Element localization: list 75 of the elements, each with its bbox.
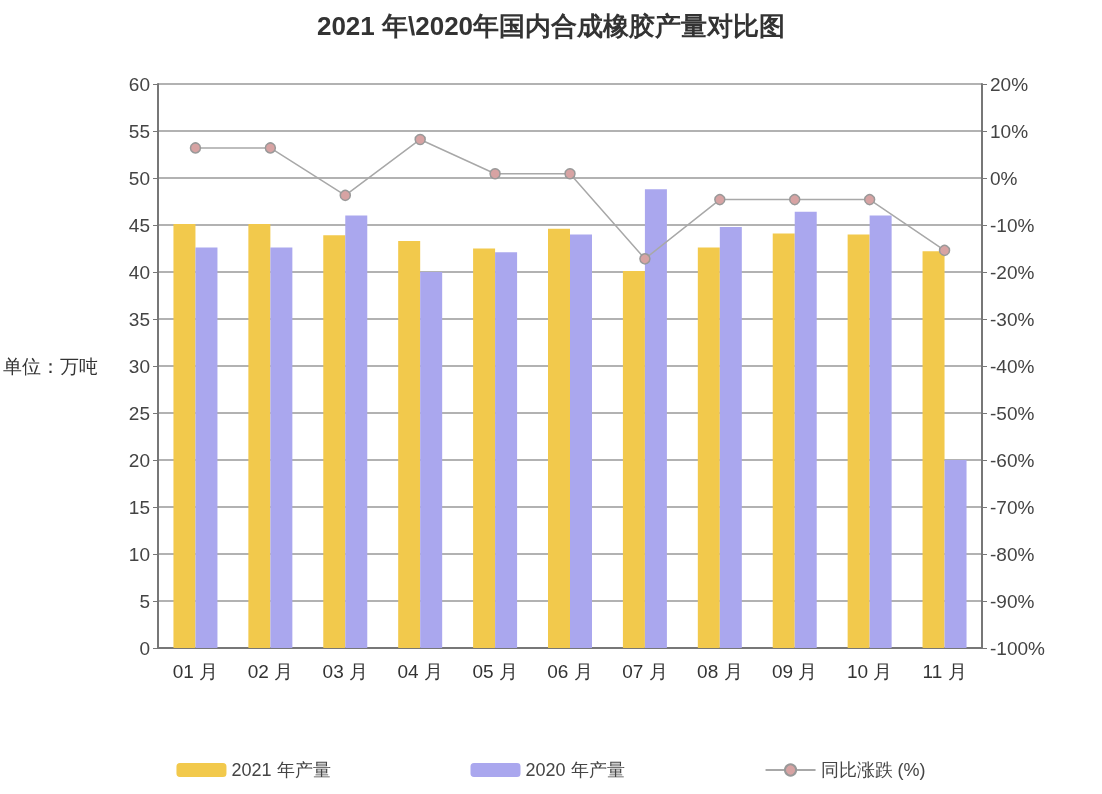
bar: [622, 271, 645, 648]
x-tick-label: 02 月: [247, 661, 294, 682]
y2-tick-label: -70%: [990, 496, 1035, 518]
bar: [644, 189, 667, 648]
point: [863, 193, 876, 206]
point: [414, 133, 426, 146]
y-tick-label: 25: [128, 402, 150, 424]
y-tick-label: 30: [128, 355, 150, 377]
legend-label: 2020 年产量: [525, 760, 625, 780]
bar: [473, 248, 496, 648]
chart-title: 2021 年\2020年国内合成橡胶产量对比图: [316, 11, 786, 41]
y2-tick-label: 20%: [990, 73, 1029, 95]
y2-tick-label: 10%: [990, 120, 1029, 142]
bar: [869, 215, 892, 648]
y2-tick-label: -10%: [990, 214, 1035, 236]
y2-tick-label: -30%: [990, 308, 1035, 330]
bar: [173, 224, 196, 648]
bar: [772, 233, 795, 648]
legend-label: 2021 年产量: [231, 760, 331, 780]
bar: [323, 235, 346, 648]
x-tick-label: 04 月: [397, 661, 443, 682]
y-tick-label: 40: [128, 261, 150, 283]
y-tick-label: 35: [128, 308, 150, 330]
x-tick-label: 11 月: [922, 661, 967, 682]
y-tick-label: 45: [128, 214, 150, 236]
y-tick-label: 10: [128, 543, 150, 565]
bar: [944, 460, 967, 648]
bar: [195, 247, 218, 648]
point: [189, 142, 202, 154]
bar: [548, 228, 570, 648]
bar: [345, 215, 368, 648]
x-tick-label: 09 月: [772, 661, 818, 682]
point: [564, 168, 576, 180]
y2-tick-label: 0%: [990, 167, 1018, 189]
y-tick-label: 15: [128, 496, 150, 518]
bar: [794, 211, 817, 648]
bar: [922, 251, 945, 648]
bar: [495, 252, 518, 648]
y-tick-label: 55: [128, 120, 150, 142]
bar: [398, 240, 421, 648]
bar: [270, 247, 293, 648]
y-axis-title: 单位：万吨: [3, 355, 98, 377]
y2-tick-label: -40%: [990, 355, 1035, 377]
x-tick-label: 07 月: [622, 661, 668, 682]
bar: [420, 272, 443, 648]
y2-tick-label: -20%: [990, 261, 1035, 283]
point: [639, 253, 651, 265]
point: [938, 244, 951, 257]
bar: [719, 226, 742, 648]
y2-tick-label: -50%: [990, 402, 1035, 424]
point: [714, 193, 726, 206]
point: [489, 168, 501, 180]
y-tick-label: 50: [128, 167, 150, 189]
bar: [248, 224, 271, 648]
legend-label: 同比涨跌 (%): [820, 760, 926, 780]
x-tick-label: 10 月: [846, 661, 893, 682]
y-tick-label: 5: [139, 590, 150, 612]
point: [788, 193, 801, 206]
y-tick-label: 20: [128, 449, 150, 471]
bar: [697, 247, 720, 648]
x-tick-label: 06 月: [547, 661, 593, 682]
x-tick-label: 01 月: [172, 661, 219, 682]
y-tick-label: 0: [139, 637, 150, 659]
point: [339, 189, 352, 202]
y2-tick-label: -60%: [990, 449, 1035, 471]
y2-tick-label: -90%: [990, 590, 1035, 612]
bar: [847, 234, 870, 648]
y-tick-label: 60: [128, 73, 150, 95]
x-tick-label: 05 月: [472, 661, 518, 682]
x-tick-label: 03 月: [322, 661, 368, 682]
y2-tick-label: -100%: [990, 637, 1046, 659]
y2-tick-label: -80%: [990, 543, 1035, 565]
point: [264, 142, 277, 154]
x-tick-label: 08 月: [697, 661, 743, 682]
bar: [570, 234, 592, 648]
